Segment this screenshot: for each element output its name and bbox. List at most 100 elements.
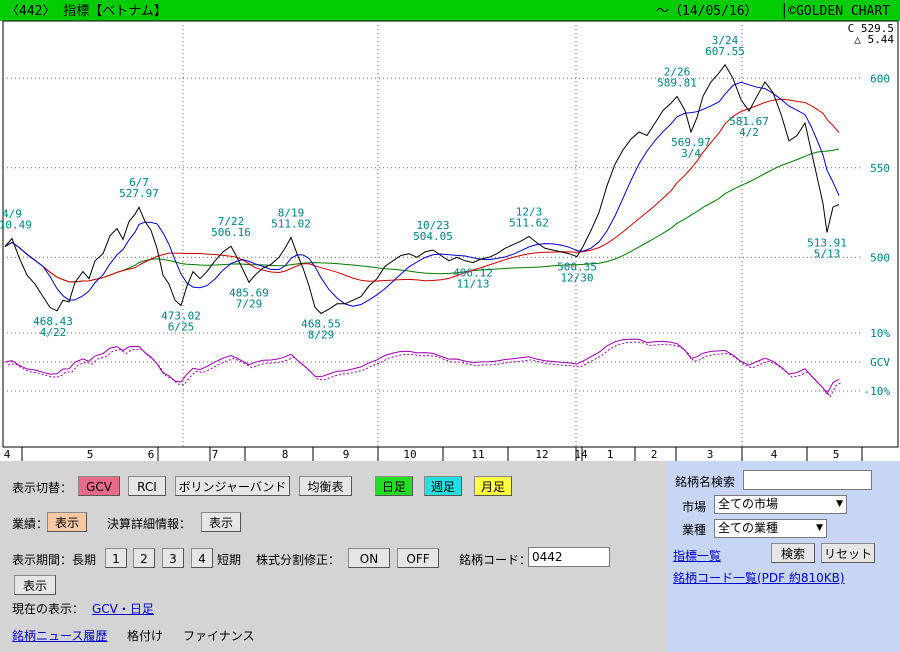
monthly-button[interactable]: 月足 [474,476,512,496]
search-panel: 銘柄名検索 市場 全ての市場 ▼ 業種 全ての業種 ▼ 指標一覧 検索 リセット… [667,461,900,652]
annotation-date: 8/29 [308,329,335,342]
x-tick-label: 7 [212,448,219,461]
annotation-value: 504.05 [413,230,453,243]
annotation-date: 12/30 [560,272,593,285]
price-line [4,63,840,315]
x-tick-label: 11 [471,448,484,461]
name-search-input[interactable] [743,470,872,490]
annotation-date: 7/22 [218,215,245,228]
display-toggle-label: 表示切替： [12,481,73,495]
period-2-button[interactable]: 2 [133,548,155,568]
stock-code-list-pdf-link[interactable]: 銘柄コード一覧(PDF 約810KB) [673,571,845,585]
chart-header-brand: │©GOLDEN CHART [780,2,890,19]
industry-label: 業種 [682,523,707,537]
financial-show-button[interactable]: 表示 [201,512,241,532]
gcv-tick-label: -10% [864,385,891,398]
annotation-value: 510.49 [0,218,32,231]
stock-news-history-link[interactable]: 銘柄ニュース履歴 [12,629,108,643]
moving-average-mid [4,98,840,283]
stock-code-input[interactable]: 0442 [528,547,610,567]
gcv-signal-line [7,341,843,398]
period-4-button[interactable]: 4 [191,548,213,568]
gcv-button[interactable]: GCV [78,476,120,496]
annotation-value: 589.81 [657,77,697,90]
moving-average-long [4,148,840,283]
weekly-button[interactable]: 週足 [424,476,462,496]
annotation-date: 4/9 [2,207,22,220]
market-select-value: 全ての市場 [718,497,779,511]
split-off-button[interactable]: OFF [397,548,439,568]
chevron-down-icon: ▼ [816,523,823,533]
search-button[interactable]: 検索 [771,543,815,563]
moving-average-short [4,81,840,307]
chart-background [0,21,900,461]
ichimoku-button[interactable]: 均衡表 [299,476,352,496]
annotation-date: 7/29 [236,297,263,310]
annotation-date: 12/3 [516,205,543,218]
x-tick-label: 2 [651,448,658,461]
chart-header-bar [0,0,900,21]
period-label: 表示期間：長期 [12,553,97,567]
annotation-value: 500.35 [557,261,597,274]
show-button[interactable]: 表示 [14,575,56,595]
annotation-value: 511.62 [509,216,549,229]
industry-select-value: 全ての業種 [718,521,779,535]
gcv-tick-label: 10% [870,327,890,340]
annotation-value: 473.02 [161,310,201,323]
industry-select[interactable]: 全ての業種 ▼ [714,519,827,538]
x-tick-label: 5 [833,448,840,461]
x-tick-label: 12 [535,448,548,461]
x-tick-label: 1 [607,448,614,461]
short-term-label: 短期 [217,553,242,567]
rating-text: 格付け [127,629,164,643]
reset-button[interactable]: リセット [821,543,875,563]
current-display-link[interactable]: GCV・日足 [92,602,154,616]
annotation-value: 468.43 [33,315,73,328]
annotation-value: 513.91 [807,236,847,249]
annotation-value: 506.16 [211,226,251,239]
daily-button[interactable]: 日足 [375,476,413,496]
chevron-down-icon: ▼ [836,499,843,509]
x-tick-label: 4 [4,448,11,461]
performance-show-button[interactable]: 表示 [47,512,87,532]
rci-button[interactable]: RCI [128,476,166,496]
y-tick-label: 550 [870,162,890,175]
x-tick-label: 4 [771,448,778,461]
annotation-date: 8/19 [278,207,305,220]
annotation-date: 4/22 [40,326,67,339]
market-select[interactable]: 全ての市場 ▼ [714,495,847,514]
stock-split-label: 株式分割修正： [256,553,341,567]
index-list-link[interactable]: 指標一覧 [673,549,722,563]
annotation-date: 6/7 [129,176,149,189]
period-3-button[interactable]: 3 [162,548,184,568]
name-search-label: 銘柄名検索 [675,475,736,489]
chart-area: 〈442〉 指標【ベトナム】 ～（14/05/16） │©GOLDEN CHART 5… [0,0,900,461]
bollinger-band-button[interactable]: ボリンジャーバンド [175,476,290,496]
annotation-date: 3/24 [712,34,739,47]
period-1-button[interactable]: 1 [105,548,127,568]
x-tick-label: 5 [87,448,94,461]
annotation-date: 3/4 [681,147,701,160]
annotation-date: 4/2 [739,126,759,139]
stock-chart: 〈442〉 指標【ベトナム】 ～（14/05/16） │©GOLDEN CHART 5… [0,0,900,461]
annotation-value: 468.55 [301,318,341,331]
annotation-date: 6/25 [168,321,195,334]
annotation-value: 607.55 [705,45,745,58]
chart-header-title: 〈442〉 指標【ベトナム】 [6,4,167,19]
gcv-tick-label: GCV [870,356,890,369]
x-tick-label: 14 [574,448,588,461]
annotation-value: 485.69 [229,286,269,299]
stock-code-label: 銘柄コード： [459,553,532,567]
last-price-text: C 529.5 [848,22,894,35]
financial-detail-label: 決算詳細情報： [107,517,192,531]
annotation-value: 569.97 [671,136,711,149]
gcv-line [4,338,840,395]
chart-header-date: ～（14/05/16） [656,4,758,19]
annotation-value: 527.97 [119,187,159,200]
x-tick-label: 9 [343,448,350,461]
y-tick-label: 600 [870,72,890,85]
y-tick-label: 500 [870,251,890,264]
annotation-date: 5/13 [814,247,841,260]
split-on-button[interactable]: ON [348,548,390,568]
annotation-date: 11/13 [456,278,489,291]
